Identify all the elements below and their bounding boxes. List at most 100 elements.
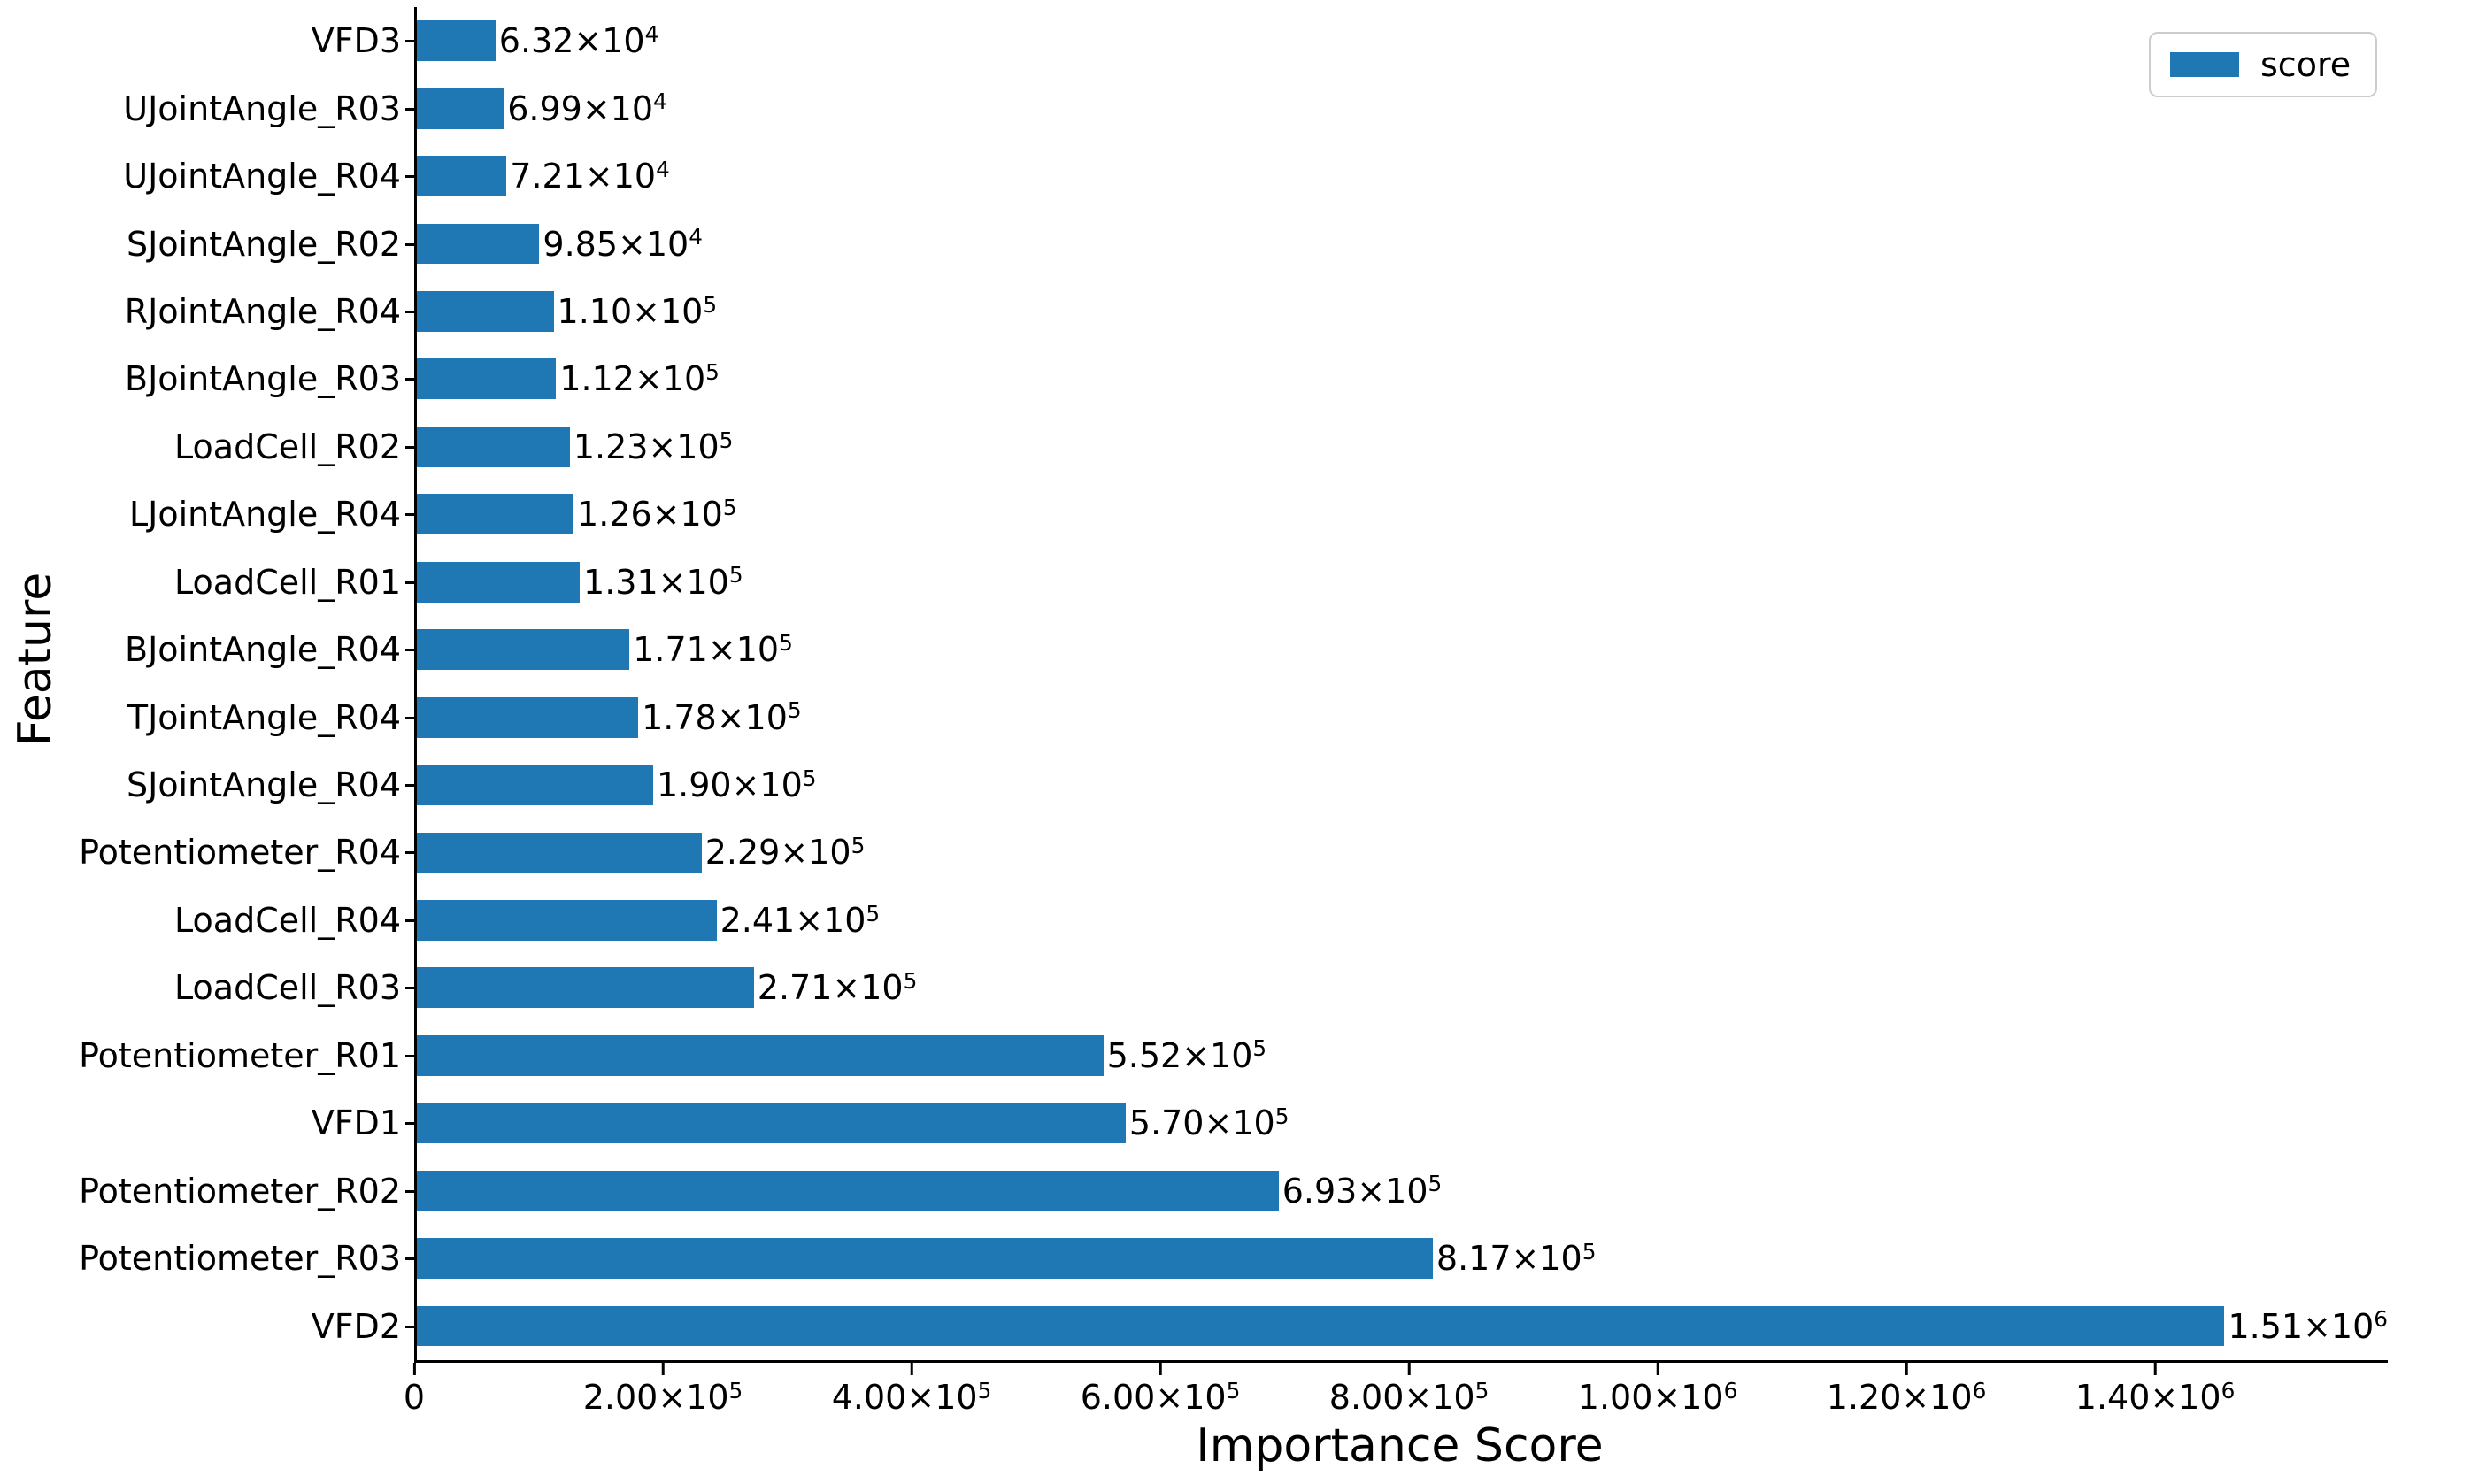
x-axis-label: Importance Score — [1196, 1419, 1604, 1472]
exponent: 5 — [1274, 1103, 1289, 1129]
score-bar — [417, 1170, 1279, 1211]
x-tick-label: 1.40×106 — [2075, 1377, 2236, 1417]
value-label: 7.21×104 — [510, 156, 670, 196]
category-label: LJointAngle_R04 — [128, 495, 401, 534]
value-label: 6.99×104 — [507, 88, 667, 128]
exponent: 5 — [977, 1377, 992, 1403]
exponent: 5 — [705, 359, 720, 386]
value-label: 1.12×105 — [559, 359, 720, 399]
x-tick: 4.00×105 — [831, 1363, 992, 1417]
category-label: RJointAngle_R04 — [124, 291, 401, 331]
score-bar — [417, 1305, 2225, 1347]
y-tick-mark — [405, 1257, 414, 1261]
bar-row: BJointAngle_R03 1.12×105 — [125, 345, 2388, 412]
bar-row: SJointAngle_R02 9.85×104 — [127, 210, 2388, 277]
score-bar — [417, 358, 557, 400]
score-bar — [417, 899, 717, 941]
bar-row: TJointAngle_R04 1.78×105 — [127, 683, 2388, 750]
value-label: 1.26×105 — [577, 494, 737, 534]
value-label: 1.90×105 — [656, 765, 817, 805]
value-label: 1.10×105 — [557, 291, 718, 331]
category-label: BJointAngle_R04 — [125, 630, 401, 670]
category-label: SJointAngle_R02 — [126, 224, 401, 264]
value-label: 2.71×105 — [757, 968, 918, 1008]
category-label: UJointAngle_R04 — [123, 157, 401, 196]
x-tick: 1.00×106 — [1578, 1363, 1738, 1414]
score-bar — [417, 88, 504, 129]
y-tick-mark — [405, 649, 414, 652]
value-label: 1.23×105 — [573, 427, 734, 466]
bar-row: UJointAngle_R04 7.21×104 — [123, 142, 2388, 210]
exponent: 5 — [779, 629, 793, 656]
category-label: Potentiometer_R01 — [79, 1035, 401, 1075]
y-tick-mark — [405, 40, 414, 43]
y-tick-mark — [405, 513, 414, 517]
y-tick-mark — [405, 987, 414, 990]
bar-row: LoadCell_R01 1.31×105 — [174, 549, 2388, 616]
x-tick-mark — [661, 1363, 665, 1375]
exponent: 5 — [728, 562, 743, 588]
category-label: Potentiometer_R04 — [79, 833, 401, 873]
y-tick-mark — [405, 445, 414, 449]
score-bar — [417, 223, 540, 265]
y-tick-mark — [405, 716, 414, 719]
y-tick-mark — [405, 310, 414, 313]
y-tick-mark — [405, 1325, 414, 1328]
score-bar — [417, 291, 554, 332]
score-bar — [417, 1103, 1126, 1144]
y-tick-mark — [405, 919, 414, 922]
exponent: 6 — [1723, 1377, 1738, 1403]
x-tick-mark — [1159, 1363, 1162, 1375]
bar-row: LoadCell_R04 2.41×105 — [174, 887, 2388, 954]
value-label: 2.41×105 — [720, 900, 881, 940]
y-axis-label: Feature — [9, 572, 62, 747]
value-label: 6.93×105 — [1282, 1171, 1443, 1211]
category-label: LoadCell_R03 — [174, 968, 401, 1008]
x-tick: 1.20×106 — [1826, 1363, 1987, 1417]
score-bar — [417, 832, 702, 873]
x-tick-mark — [910, 1363, 913, 1375]
score-bar — [417, 494, 574, 535]
value-label: 5.52×105 — [1106, 1035, 1267, 1075]
category-label: LoadCell_R04 — [174, 900, 401, 940]
exponent: 4 — [653, 88, 667, 115]
exponent: 6 — [1972, 1377, 1987, 1403]
exponent: 5 — [1226, 1377, 1241, 1403]
exponent: 5 — [1428, 1171, 1443, 1197]
bar-row: LJointAngle_R04 1.26×105 — [129, 481, 2388, 548]
x-tick-label: 6.00×105 — [1080, 1377, 1241, 1417]
exponent: 5 — [851, 833, 866, 859]
y-tick-mark — [405, 1189, 414, 1193]
y-tick-mark — [405, 851, 414, 855]
x-tick-mark — [412, 1363, 416, 1375]
exponent: 5 — [787, 697, 802, 724]
x-tick: 2.00×105 — [583, 1363, 743, 1414]
category-label: VFD2 — [311, 1306, 401, 1346]
y-tick-mark — [405, 581, 414, 584]
exponent: 5 — [1582, 1238, 1597, 1265]
category-label: SJointAngle_R04 — [126, 765, 401, 805]
exponent: 5 — [866, 900, 881, 927]
bar-row: LoadCell_R02 1.23×105 — [174, 413, 2388, 481]
bar-row: Potentiometer_R01 5.52×105 — [79, 1022, 2388, 1089]
y-tick-mark — [405, 242, 414, 246]
score-bar — [417, 967, 754, 1009]
exponent: 5 — [802, 765, 817, 791]
value-label: 2.29×105 — [704, 833, 866, 873]
value-label: 9.85×104 — [543, 224, 703, 264]
x-tick-label: 1.20×106 — [1826, 1377, 1987, 1417]
category-label: BJointAngle_R03 — [125, 359, 401, 399]
x-tick-mark — [1905, 1363, 1908, 1375]
x-tick-mark — [1656, 1363, 1659, 1375]
category-label: Potentiometer_R03 — [79, 1239, 401, 1279]
bar-row: SJointAngle_R04 1.90×105 — [127, 751, 2388, 819]
category-label: LoadCell_R02 — [174, 427, 401, 466]
score-bar — [417, 156, 507, 197]
x-tick-label: 4.00×105 — [831, 1377, 992, 1417]
x-tick-label: 2.00×105 — [582, 1377, 743, 1417]
bar-row: Potentiometer_R02 6.93×105 — [79, 1157, 2388, 1224]
value-label: 5.70×105 — [1128, 1103, 1289, 1143]
category-label: UJointAngle_R03 — [123, 88, 401, 128]
y-tick-mark — [405, 1122, 414, 1126]
